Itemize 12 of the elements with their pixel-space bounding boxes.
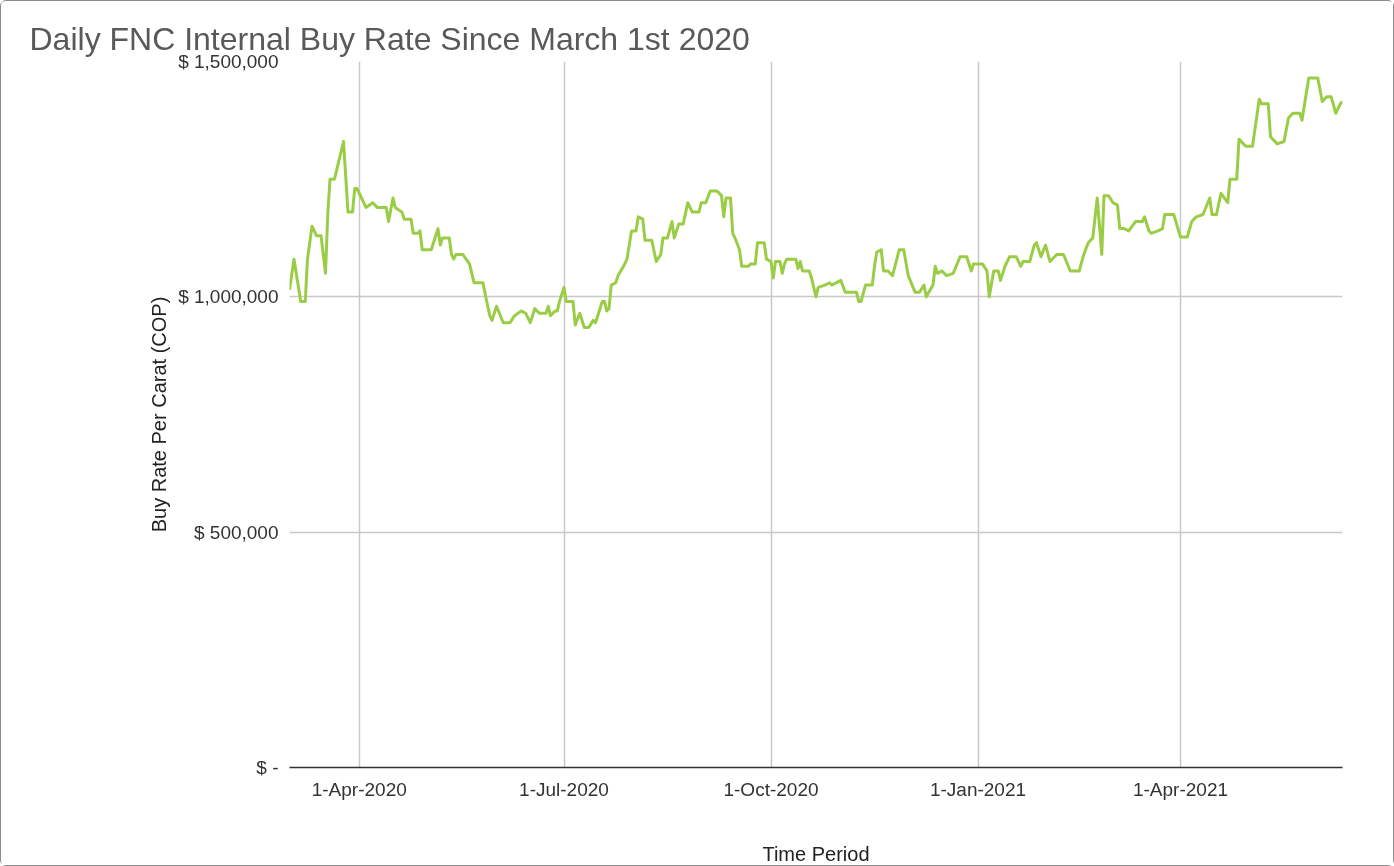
y-tick-label: $ 1,000,000 xyxy=(178,286,279,308)
line-series xyxy=(289,76,1343,329)
x-tick-label: 1-Jul-2020 xyxy=(519,778,609,800)
x-tick-label: 1-Apr-2021 xyxy=(1132,778,1229,800)
x-axis-title: Time Period xyxy=(762,842,870,865)
x-tick-label: 1-Jan-2021 xyxy=(929,778,1027,800)
x-tick-label: 1-Oct-2020 xyxy=(723,778,819,800)
y-axis-title: Buy Rate Per Carat (COP) xyxy=(148,296,171,533)
y-tick-label: $ - xyxy=(256,757,279,778)
y-tick-label: $ 500,000 xyxy=(193,521,279,543)
y-tick-label: $ 1,500,000 xyxy=(178,51,279,72)
x-tick-label: 1-Apr-2020 xyxy=(311,778,407,800)
